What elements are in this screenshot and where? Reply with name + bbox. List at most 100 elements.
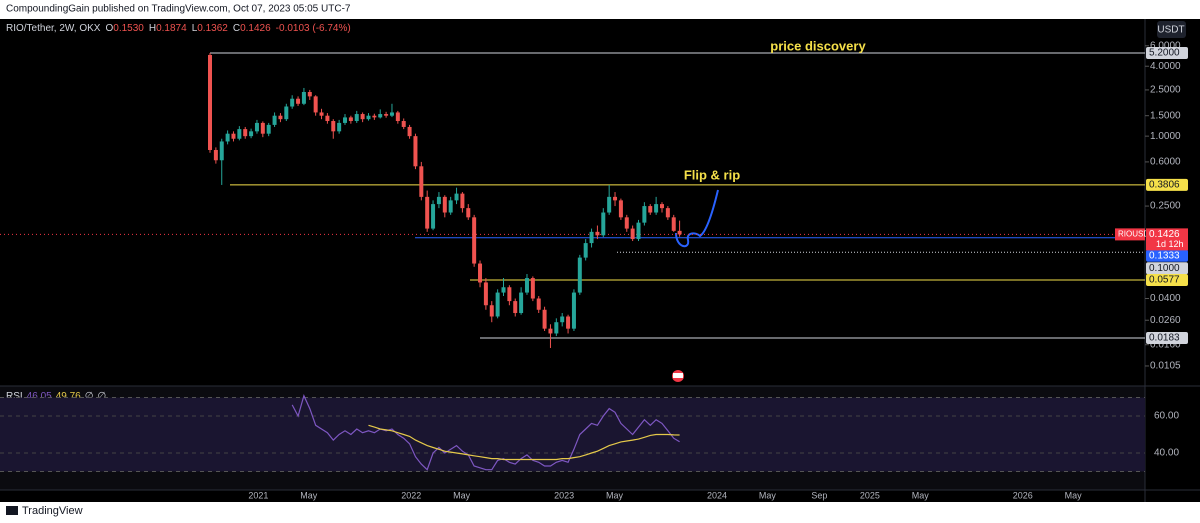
y-tick-label: 0.2500 xyxy=(1150,201,1181,212)
candle-body xyxy=(284,106,289,120)
last-price-label: 0.1426 xyxy=(1149,229,1180,240)
candle-body xyxy=(630,228,635,240)
symbol-info: RIO/Tether, 2W, OKX O0.1530 H0.1874 L0.1362… xyxy=(6,23,351,34)
candle-body xyxy=(372,115,377,118)
info-key: H xyxy=(149,23,156,34)
candle-body xyxy=(272,115,277,125)
price-label: 0.0183 xyxy=(1149,333,1180,344)
candle-body xyxy=(483,282,488,306)
candle-body xyxy=(530,278,535,299)
candle-body xyxy=(524,278,529,293)
candle-body xyxy=(659,204,664,209)
candle-body xyxy=(431,204,436,229)
candle-body xyxy=(354,114,359,122)
candle-body xyxy=(507,287,512,302)
y-tick-label: 0.0105 xyxy=(1150,361,1181,372)
candle-body xyxy=(395,112,400,122)
last-name-box xyxy=(1115,228,1145,241)
candle-body xyxy=(413,136,418,167)
x-tick-label: May xyxy=(759,490,777,500)
candle-body xyxy=(624,217,629,229)
rsi-legend-item: ∅ xyxy=(97,391,106,402)
x-tick-label: May xyxy=(300,490,318,500)
candle-body xyxy=(636,222,641,240)
drawn-projection xyxy=(675,189,719,248)
info-value: 0.1874 xyxy=(156,23,187,34)
candle-body xyxy=(495,292,500,317)
info-key: L xyxy=(192,23,198,34)
rsi-legend-item: RSI xyxy=(6,391,23,402)
y-tick-label: 0.6000 xyxy=(1150,157,1181,168)
candle-body xyxy=(325,115,330,122)
candle-body xyxy=(260,122,265,134)
candle-body xyxy=(665,208,670,218)
candle-body xyxy=(654,204,659,213)
candle-body xyxy=(489,305,494,317)
price-label-box xyxy=(1146,178,1188,191)
price-label-box xyxy=(1146,274,1188,287)
candle-body xyxy=(407,126,412,137)
candle-body xyxy=(642,206,647,223)
rsi-legend-item: 49.76 xyxy=(56,391,81,402)
candle-body xyxy=(296,98,301,104)
candle-body xyxy=(254,122,259,132)
candle-body xyxy=(389,112,394,116)
candle-body xyxy=(213,149,218,161)
candle-body xyxy=(560,316,565,323)
footer: TradingView xyxy=(22,505,83,517)
candle-body xyxy=(442,196,447,213)
candle-body xyxy=(466,208,471,218)
header: CompoundingGain published on TradingView… xyxy=(6,4,351,15)
candle-body xyxy=(331,121,336,132)
currency-button[interactable] xyxy=(1157,21,1186,38)
candle-body xyxy=(348,117,353,122)
candle-body xyxy=(366,115,371,120)
candle-body xyxy=(548,328,553,334)
rsi-legend-item: 46.05 xyxy=(27,391,52,402)
currency-label[interactable]: USDT xyxy=(1157,25,1184,36)
x-tick-label: 2026 xyxy=(1013,490,1033,500)
candle-body xyxy=(243,129,248,137)
candle-body xyxy=(472,217,477,264)
info-value: 0.1362 xyxy=(197,23,228,34)
candle-body xyxy=(536,298,541,310)
x-tick-label: 2022 xyxy=(401,490,421,500)
last-name: RIOUSDT xyxy=(1118,230,1154,239)
candle-body xyxy=(319,112,324,116)
candle-body xyxy=(519,292,524,314)
y-tick-label: 0.0160 xyxy=(1150,339,1181,350)
x-tick-label: 2025 xyxy=(860,490,880,500)
candle-body xyxy=(571,292,576,329)
info-value: 0.1426 xyxy=(240,23,271,34)
annotation: price discovery xyxy=(770,38,866,53)
x-tick-label: 2021 xyxy=(248,490,268,500)
candle-body xyxy=(436,196,441,205)
y-tick-label: 0.0400 xyxy=(1150,293,1181,304)
candle-body xyxy=(478,263,483,283)
candle-body xyxy=(360,114,365,120)
candle-body xyxy=(401,121,406,127)
price-label: 0.1333 xyxy=(1149,250,1180,261)
candle-body xyxy=(583,243,588,258)
rsi-tick-label: 40.00 xyxy=(1154,448,1179,459)
candle-body xyxy=(266,124,271,134)
y-tick-label: 1.5000 xyxy=(1150,110,1181,121)
x-tick-label: May xyxy=(912,490,930,500)
candle-body xyxy=(337,122,342,132)
candle-body xyxy=(460,193,465,209)
y-tick-label: 4.0000 xyxy=(1150,61,1181,72)
candle-body xyxy=(249,131,254,137)
candle-body xyxy=(419,166,424,197)
candle-body xyxy=(589,231,594,244)
candle-body xyxy=(577,257,582,293)
candle-body xyxy=(225,133,230,142)
candle-body xyxy=(343,117,348,123)
info-key: C xyxy=(233,23,240,34)
candle-body xyxy=(501,287,506,293)
info-change: -0.0103 (-6.74%) xyxy=(276,23,351,34)
candle-body xyxy=(378,114,383,118)
price-label: 0.0577 xyxy=(1149,275,1180,286)
countdown: 1d 12h xyxy=(1156,239,1184,249)
price-label-box xyxy=(1146,46,1188,59)
